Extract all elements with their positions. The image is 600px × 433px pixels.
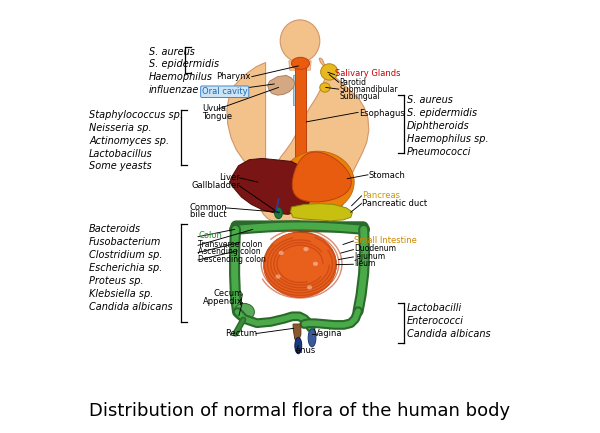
Text: Lactobacillus: Lactobacillus [89, 149, 153, 158]
Ellipse shape [292, 57, 310, 69]
Text: Pancreatic duct: Pancreatic duct [362, 199, 428, 208]
Text: Clostridium sp.: Clostridium sp. [89, 250, 163, 260]
Text: Pharynx: Pharynx [216, 72, 251, 81]
Ellipse shape [320, 64, 338, 80]
Polygon shape [227, 58, 369, 229]
Text: Duodenum: Duodenum [354, 244, 396, 253]
Polygon shape [293, 324, 301, 341]
Ellipse shape [308, 329, 316, 347]
Text: Escherichia sp.: Escherichia sp. [89, 263, 163, 273]
Ellipse shape [304, 247, 308, 251]
Text: Fusobacterium: Fusobacterium [89, 237, 161, 247]
Text: S. epidermidis: S. epidermidis [407, 108, 477, 118]
Text: Rectum: Rectum [225, 329, 257, 338]
Polygon shape [295, 185, 307, 204]
Ellipse shape [278, 251, 284, 255]
Polygon shape [268, 75, 295, 95]
Text: Sublingual: Sublingual [340, 91, 380, 100]
Text: Tongue: Tongue [202, 112, 232, 121]
Ellipse shape [275, 275, 281, 279]
Text: Esophagus: Esophagus [359, 109, 405, 118]
Ellipse shape [320, 83, 330, 92]
Ellipse shape [275, 207, 283, 219]
Text: Salivary Glands: Salivary Glands [335, 69, 401, 78]
Text: Jejunum: Jejunum [354, 252, 385, 261]
Polygon shape [293, 74, 299, 105]
Polygon shape [295, 64, 306, 204]
Ellipse shape [263, 232, 337, 297]
Text: Staphylococcus sp.: Staphylococcus sp. [89, 110, 183, 120]
Text: influenzae: influenzae [149, 85, 199, 95]
Text: bile duct: bile duct [190, 210, 227, 219]
Text: Gallbladder: Gallbladder [191, 181, 240, 190]
Polygon shape [290, 204, 352, 221]
Polygon shape [292, 152, 351, 202]
Text: Liver: Liver [219, 173, 240, 182]
Polygon shape [289, 61, 311, 70]
Text: Bacteroids: Bacteroids [89, 224, 142, 234]
Text: S. aureus: S. aureus [407, 95, 452, 105]
Text: Oral cavity: Oral cavity [202, 87, 248, 96]
Text: Actinomyces sp.: Actinomyces sp. [89, 136, 169, 145]
Text: Enterococci: Enterococci [407, 317, 464, 326]
Text: Submandibular: Submandibular [340, 85, 398, 94]
Text: Small Intestine: Small Intestine [354, 236, 417, 245]
Text: Proteus sp.: Proteus sp. [89, 276, 144, 286]
Polygon shape [292, 152, 351, 202]
Text: Cecum: Cecum [214, 288, 243, 297]
Text: Uvula: Uvula [202, 103, 226, 113]
Text: Ileum: Ileum [354, 259, 376, 268]
Text: Neisseria sp.: Neisseria sp. [89, 123, 152, 132]
Text: anus: anus [296, 346, 316, 355]
Text: Appendix: Appendix [203, 297, 243, 306]
Text: Transverse colon: Transverse colon [198, 240, 262, 249]
Text: Lactobacilli: Lactobacilli [407, 304, 462, 313]
Ellipse shape [280, 20, 320, 62]
Text: Stomach: Stomach [369, 171, 406, 180]
Text: Diphtheroids: Diphtheroids [407, 121, 469, 131]
Text: Haemophilus sp.: Haemophilus sp. [407, 134, 488, 144]
Ellipse shape [234, 304, 254, 320]
Text: Descending colon: Descending colon [198, 255, 266, 264]
Text: Some yeasts: Some yeasts [89, 162, 152, 171]
Text: Pancreas: Pancreas [362, 191, 400, 200]
Text: Haemophilus: Haemophilus [149, 72, 212, 82]
Text: Distribution of normal flora of the human body: Distribution of normal flora of the huma… [89, 402, 511, 420]
Text: Klebsiella sp.: Klebsiella sp. [89, 289, 154, 299]
Ellipse shape [307, 285, 312, 290]
Text: Candida albicans: Candida albicans [407, 329, 490, 339]
Text: Common: Common [189, 203, 227, 212]
Text: Parotid: Parotid [340, 78, 367, 87]
Text: Colon: Colon [198, 231, 222, 240]
Text: Ascending colon: Ascending colon [198, 247, 260, 256]
Polygon shape [281, 151, 354, 213]
Text: Pneumococci: Pneumococci [407, 147, 471, 157]
Text: S. epidermidis: S. epidermidis [149, 59, 218, 69]
Text: Candida albicans: Candida albicans [89, 302, 173, 312]
Ellipse shape [313, 262, 318, 266]
Ellipse shape [295, 337, 302, 354]
Text: S. aureus: S. aureus [149, 47, 194, 57]
Text: Vagina: Vagina [314, 329, 342, 338]
Polygon shape [230, 158, 313, 214]
